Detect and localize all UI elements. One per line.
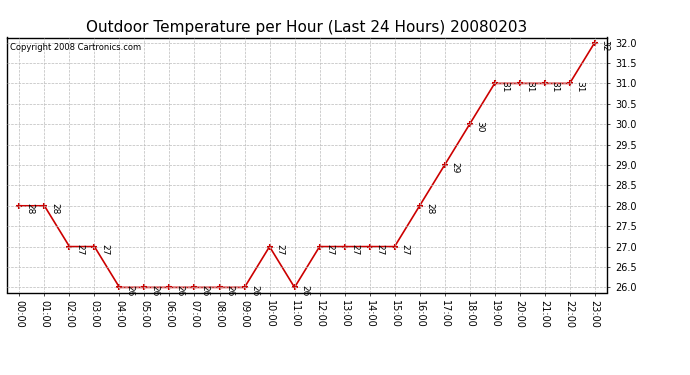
Text: 26: 26 [225,285,234,296]
Text: 29: 29 [450,162,459,174]
Text: 26: 26 [300,285,309,296]
Text: 26: 26 [175,285,184,296]
Text: 30: 30 [475,122,484,133]
Text: 31: 31 [550,81,559,92]
Text: 28: 28 [50,203,59,214]
Text: 27: 27 [400,244,409,255]
Text: 26: 26 [200,285,209,296]
Text: 27: 27 [100,244,109,255]
Text: 27: 27 [75,244,84,255]
Text: 31: 31 [500,81,509,92]
Text: 31: 31 [575,81,584,92]
Text: 27: 27 [350,244,359,255]
Text: 28: 28 [25,203,34,214]
Title: Outdoor Temperature per Hour (Last 24 Hours) 20080203: Outdoor Temperature per Hour (Last 24 Ho… [86,20,528,35]
Text: 26: 26 [250,285,259,296]
Text: Copyright 2008 Cartronics.com: Copyright 2008 Cartronics.com [10,43,141,52]
Text: 31: 31 [525,81,534,92]
Text: 27: 27 [325,244,334,255]
Text: 32: 32 [600,40,609,51]
Text: 27: 27 [275,244,284,255]
Text: 28: 28 [425,203,434,214]
Text: 26: 26 [150,285,159,296]
Text: 26: 26 [125,285,134,296]
Text: 27: 27 [375,244,384,255]
